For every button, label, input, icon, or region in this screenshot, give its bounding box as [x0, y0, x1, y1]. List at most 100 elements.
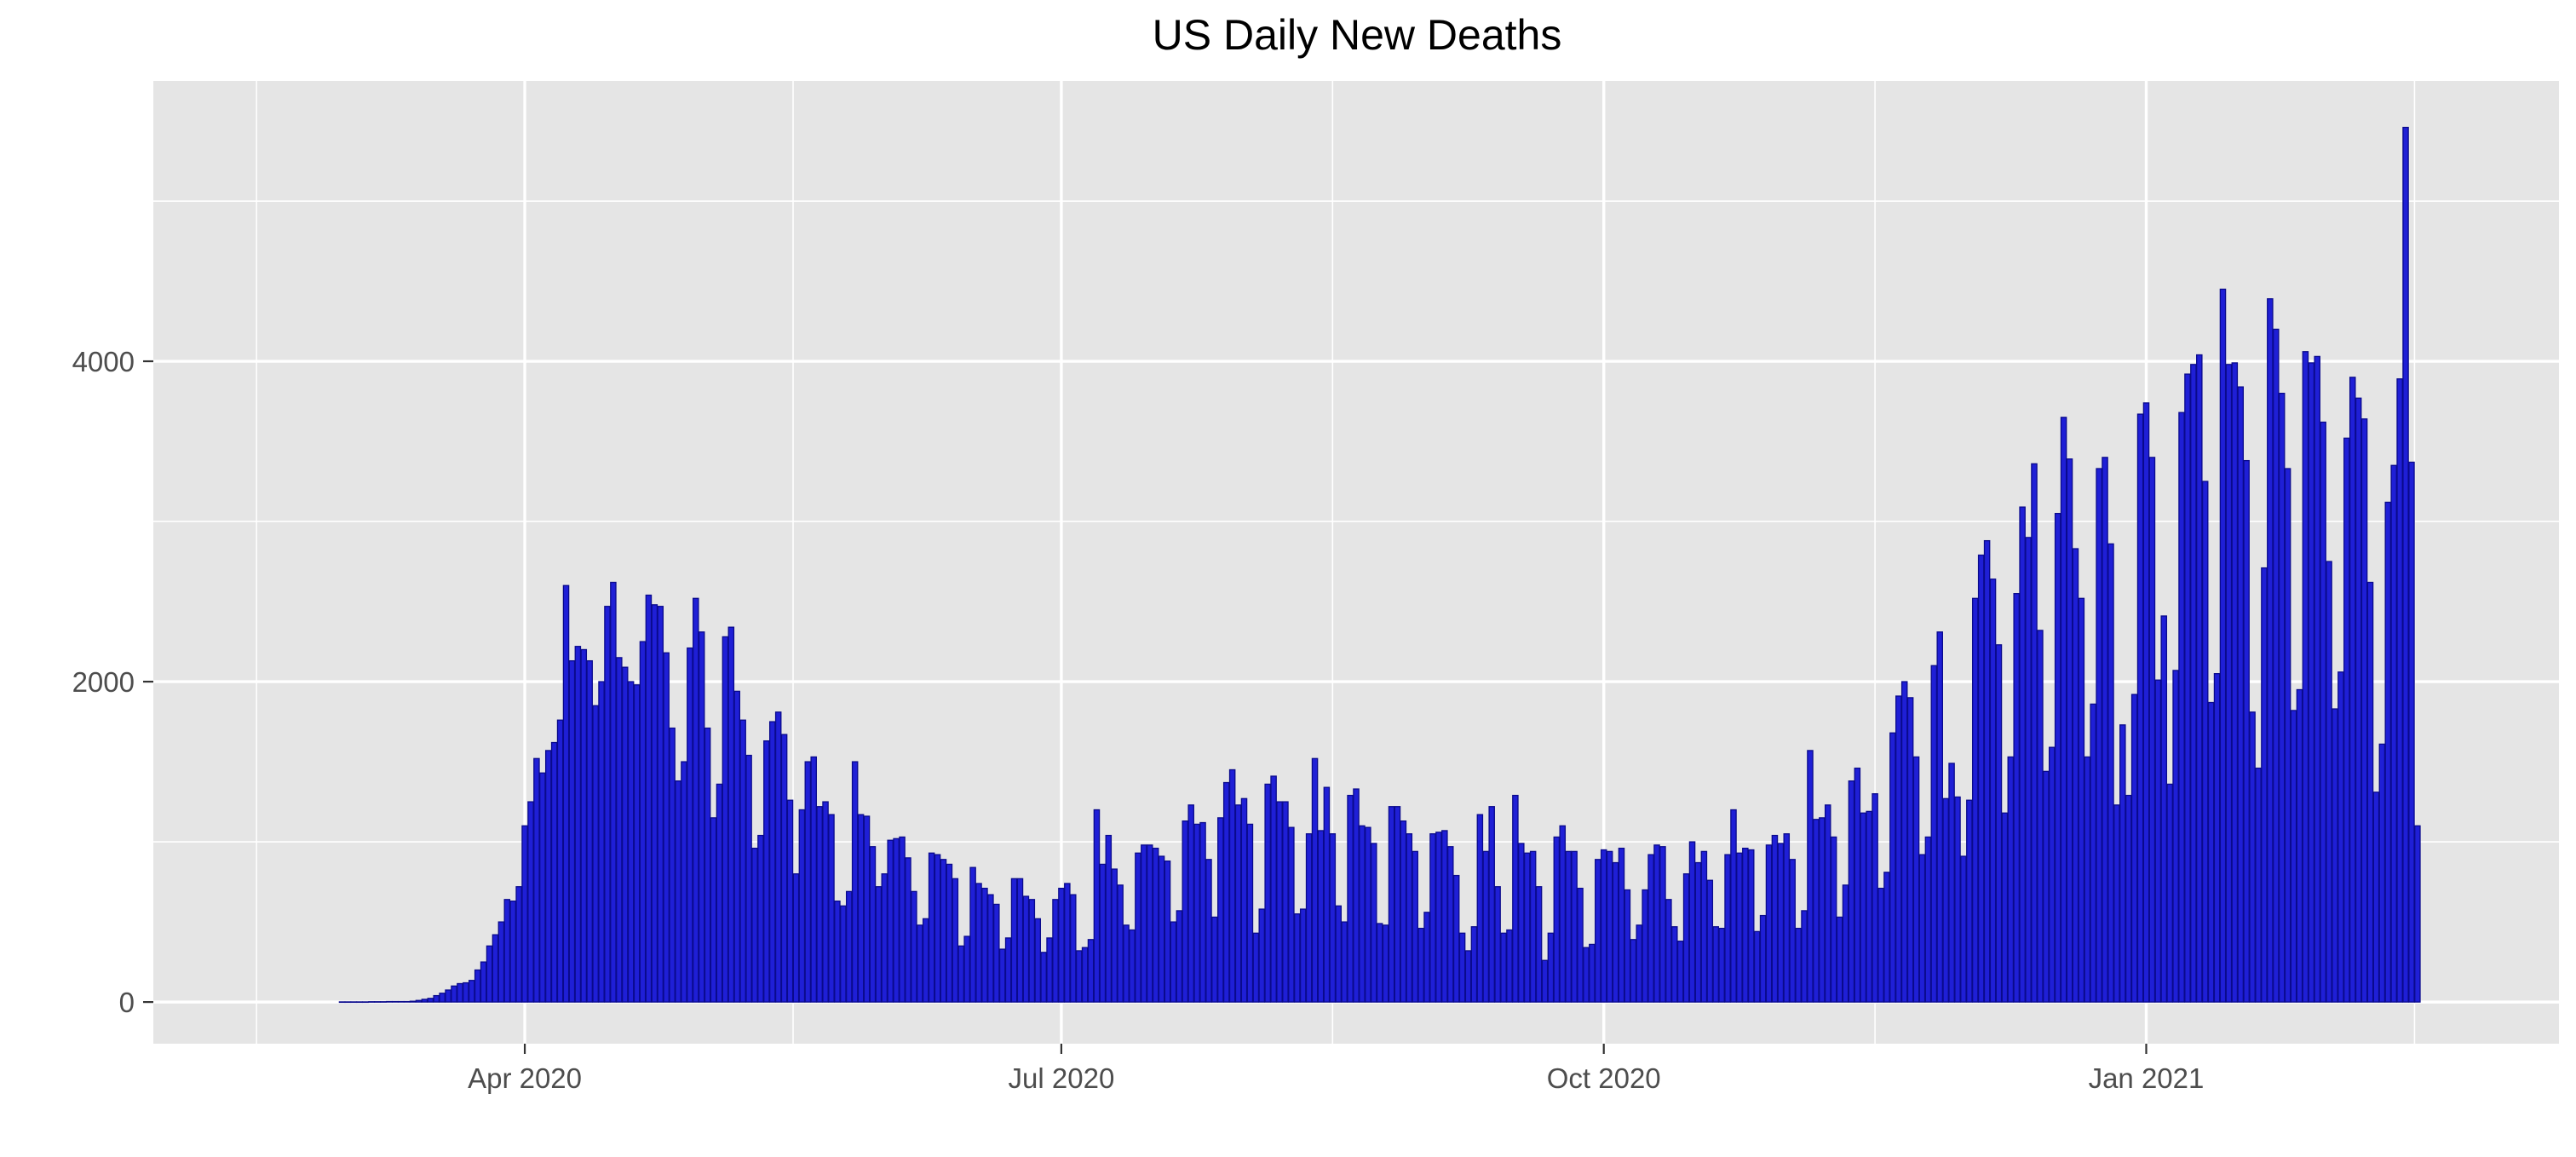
bar: [1577, 887, 1584, 1003]
bar: [1730, 809, 1737, 1003]
bar: [2172, 670, 2179, 1003]
bar: [1583, 947, 1590, 1003]
bar: [427, 998, 434, 1003]
bar: [1830, 836, 1837, 1003]
bar: [810, 756, 817, 1003]
bar: [1470, 926, 1478, 1003]
bar: [2272, 328, 2280, 1003]
bar: [1966, 799, 1973, 1003]
bar: [2190, 364, 2197, 1003]
bar: [621, 666, 629, 1003]
bar: [2384, 501, 2392, 1003]
bar: [2142, 402, 2150, 1003]
bar: [497, 921, 505, 1003]
bar: [1282, 801, 1289, 1003]
bar: [1211, 916, 1218, 1003]
bar: [1335, 905, 1342, 1003]
bar: [1494, 886, 1501, 1003]
bar: [421, 999, 428, 1003]
bar: [1435, 832, 1442, 1003]
bar: [592, 705, 599, 1003]
bar: [1382, 924, 1389, 1003]
bar: [598, 681, 605, 1003]
bar: [905, 857, 911, 1003]
bar: [1647, 854, 1654, 1003]
bar: [1040, 952, 1047, 1003]
bar: [2119, 724, 2126, 1003]
bar: [1765, 844, 1773, 1003]
bar: [1606, 850, 1613, 1003]
bar: [1258, 908, 1266, 1003]
bar: [2043, 770, 2050, 1003]
bar: [1199, 821, 1206, 1003]
bar: [2366, 581, 2374, 1003]
bar: [2096, 468, 2102, 1003]
bar: [1264, 783, 1271, 1003]
bar: [1706, 879, 1714, 1003]
bar: [2102, 457, 2108, 1003]
bar: [881, 873, 888, 1003]
bar: [2343, 437, 2350, 1003]
bar: [1995, 644, 2003, 1003]
bar: [2332, 708, 2338, 1003]
bar: [1252, 932, 1260, 1003]
bar: [2066, 458, 2073, 1003]
bar: [2178, 412, 2185, 1003]
bar: [1795, 927, 1802, 1003]
bar: [727, 626, 735, 1003]
bar: [1924, 836, 1932, 1003]
bar: [1848, 780, 1855, 1003]
bar: [2360, 418, 2368, 1003]
bar: [957, 945, 965, 1003]
bar: [834, 901, 841, 1003]
bar: [1759, 914, 1767, 1003]
bar: [822, 801, 829, 1003]
bar: [1052, 899, 1059, 1003]
bar: [1535, 886, 1543, 1003]
bar: [2107, 543, 2114, 1003]
bar: [521, 825, 528, 1003]
bar: [2372, 791, 2380, 1003]
bar: [2125, 794, 2132, 1003]
bar: [1099, 863, 1107, 1003]
bar: [533, 757, 540, 1003]
bar: [1299, 908, 1307, 1003]
bar: [474, 969, 481, 1003]
y-axis: 0 2000 4000: [72, 346, 153, 1018]
bar: [409, 1000, 417, 1003]
bar: [1936, 631, 1944, 1003]
bar: [1700, 850, 1708, 1003]
bar: [1081, 947, 1089, 1003]
bars: [338, 126, 2421, 1004]
bar: [627, 681, 635, 1003]
bar: [2184, 373, 2191, 1003]
bar: [1004, 937, 1012, 1003]
bar: [1789, 859, 1796, 1003]
bar: [2219, 288, 2227, 1003]
bar: [1146, 844, 1153, 1003]
bar: [1294, 913, 1301, 1003]
bar: [698, 631, 705, 1003]
bar: [562, 584, 570, 1003]
bar: [1064, 883, 1071, 1003]
bar: [1877, 887, 1884, 1003]
bar: [1429, 833, 1436, 1003]
bar: [1688, 841, 1696, 1003]
bar: [1400, 820, 1407, 1003]
x-tick-label: Apr 2020: [468, 1062, 582, 1094]
bar: [857, 814, 865, 1003]
bar: [2013, 593, 2020, 1003]
bar: [1671, 926, 1678, 1003]
bar: [2408, 461, 2415, 1003]
bar: [486, 945, 493, 1003]
bar: [1359, 825, 1366, 1003]
bar: [1365, 826, 1371, 1003]
bar: [503, 899, 511, 1003]
bar: [2048, 746, 2056, 1003]
bar: [946, 863, 953, 1003]
bar: [1141, 844, 1147, 1003]
bar: [586, 659, 593, 1003]
bar: [1612, 861, 1619, 1003]
bar: [639, 641, 647, 1003]
bar: [798, 809, 806, 1003]
